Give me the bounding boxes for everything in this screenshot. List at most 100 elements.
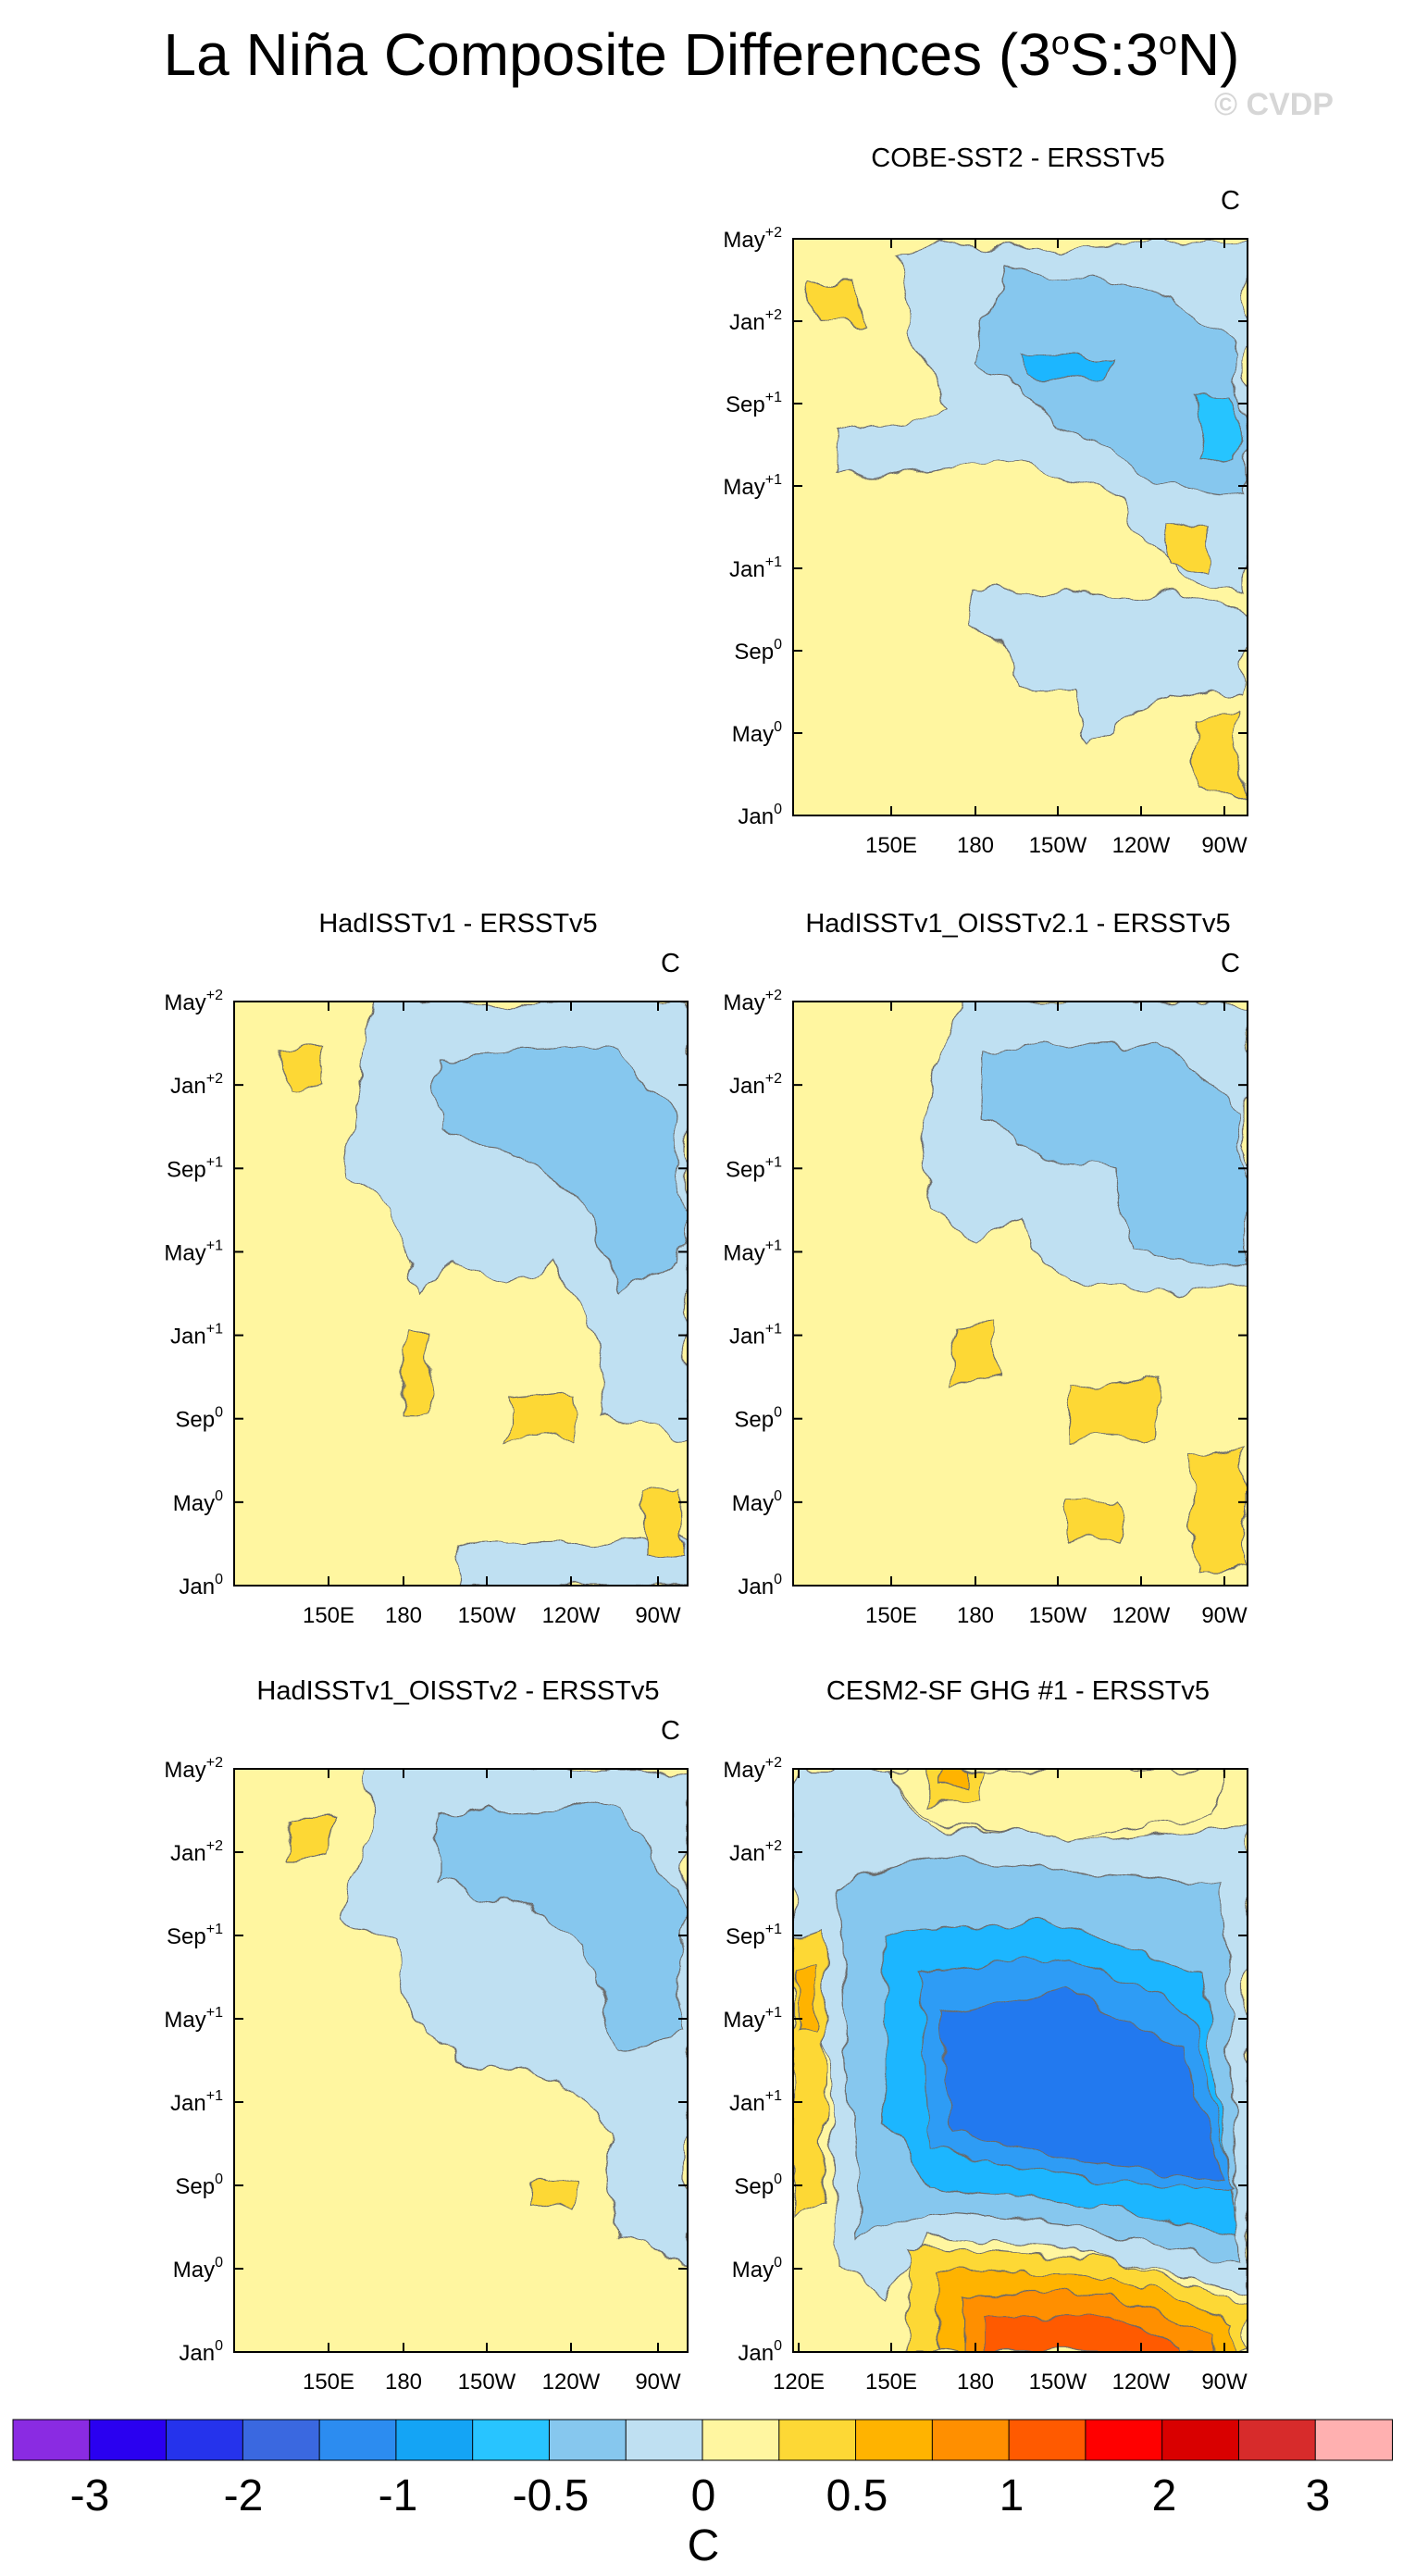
- x-tick-label: 150E: [303, 1603, 354, 1628]
- contour-region: [1192, 1444, 1244, 1569]
- x-tick-label: 120W: [542, 2370, 601, 2395]
- x-tick-label: 90W: [1201, 2370, 1248, 2395]
- panel-title: COBE-SST2 - ERSSTv5: [871, 143, 1164, 173]
- y-tick-label: Sep0: [734, 637, 782, 665]
- contour-region: [1065, 1380, 1158, 1440]
- colorbar-swatch: [625, 2419, 703, 2461]
- panel-title: HadISSTv1_OISSTv2 - ERSSTv5: [256, 1676, 659, 1706]
- y-tick-label: Sep0: [734, 2172, 782, 2199]
- y-tick-label: Sep0: [175, 1405, 223, 1433]
- panel-title: CESM2-SF GHG #1 - ERSSTv5: [826, 1676, 1210, 1706]
- y-tick-label: May0: [173, 2255, 223, 2283]
- y-tick-label: May+1: [723, 1238, 782, 1265]
- x-tick-label: 150E: [865, 2370, 917, 2395]
- contour-region: [983, 1041, 1244, 1265]
- plot-frame: [792, 1001, 1248, 1587]
- colorbar: -3 -2 -1 -0.5 0 0.5 1 2 3 C: [12, 2419, 1393, 2570]
- contour-region: [974, 267, 1244, 500]
- y-tick-label: Jan+1: [729, 2088, 782, 2116]
- y-tick-label: Jan+2: [170, 1071, 223, 1099]
- x-tick-label: 180: [957, 833, 994, 858]
- panel-units: C: [661, 949, 680, 978]
- y-tick-label: Jan0: [738, 1572, 782, 1599]
- contour-region: [405, 1327, 430, 1412]
- contour-fill: [793, 1769, 1248, 2352]
- colorbar-label: -0.5: [513, 2471, 590, 2520]
- y-tick-label: May0: [732, 1488, 782, 1516]
- colorbar-swatch: [855, 2419, 934, 2461]
- y-tick-label: Jan0: [738, 2338, 782, 2366]
- x-tick-label: 180: [957, 1603, 994, 1628]
- colorbar-swatch: [548, 2419, 627, 2461]
- contour-fill: [919, 1002, 1248, 1569]
- contour-region: [1065, 1503, 1122, 1540]
- y-tick-label: Jan0: [179, 2338, 223, 2366]
- y-tick-label: Sep+1: [726, 1154, 782, 1182]
- y-tick-label: Sep+1: [167, 1922, 223, 1949]
- colorbar-swatch: [12, 2419, 91, 2461]
- colorbar-label: -1: [379, 2471, 418, 2520]
- y-tick-label: May0: [732, 2255, 782, 2283]
- x-tick-label: 150E: [865, 833, 917, 858]
- y-tick-label: May+1: [164, 2005, 223, 2033]
- colorbar-units: C: [688, 2521, 720, 2570]
- colorbar-label: -3: [70, 2471, 110, 2520]
- y-tick-label: Jan+2: [729, 307, 782, 335]
- x-tick-label: 180: [385, 1603, 422, 1628]
- panel-2: HadISSTv1 - ERSSTv5 C Jan0 May0 Sep0 Jan+1 May…: [164, 909, 689, 1628]
- contour-fill: [288, 1769, 688, 2266]
- panel-units: C: [1221, 186, 1240, 216]
- contour-region: [964, 584, 1248, 748]
- colorbar-swatch: [89, 2419, 168, 2461]
- colorbar-label: 3: [1306, 2471, 1331, 2520]
- x-tick-label: 120W: [542, 1603, 601, 1628]
- page-title: La Niña Composite Differences (3oS:3oN): [0, 20, 1403, 89]
- colorbar-label: 0: [691, 2471, 716, 2520]
- contour-fill: [288, 1002, 688, 1586]
- plot-frame: [233, 1001, 689, 1587]
- colorbar-swatch: [1237, 2419, 1317, 2461]
- contour-region: [288, 1047, 326, 1090]
- contour-region: [641, 1485, 684, 1557]
- y-tick-label: Jan+1: [170, 1322, 223, 1350]
- watermark: © CVDP: [1214, 87, 1334, 122]
- y-tick-label: Jan+2: [170, 1838, 223, 1866]
- y-tick-label: May+2: [723, 225, 782, 253]
- x-tick-label: 120W: [1112, 833, 1171, 858]
- panel-title: HadISSTv1_OISSTv2.1 - ERSSTv5: [805, 909, 1230, 939]
- x-tick-label: 90W: [1201, 833, 1248, 858]
- colorbar-swatch: [395, 2419, 474, 2461]
- x-tick-label: 150W: [1029, 1603, 1087, 1628]
- colorbar-swatch: [1008, 2419, 1086, 2461]
- colorbar-swatch: [166, 2419, 244, 2461]
- contour-region: [937, 1769, 967, 1787]
- colorbar-label: 1: [999, 2471, 1024, 2520]
- plot-frame: [792, 238, 1248, 816]
- x-tick-label: 90W: [1201, 1603, 1248, 1628]
- x-tick-label: 90W: [635, 2370, 681, 2395]
- y-tick-label: May+2: [164, 1755, 223, 1783]
- x-tick-label: 150W: [1029, 2370, 1087, 2395]
- x-tick-label: 150W: [458, 1603, 516, 1628]
- panel-units: C: [661, 1716, 680, 1746]
- colorbar-swatch: [472, 2419, 551, 2461]
- contour-fill: [814, 239, 1248, 793]
- y-tick-label: Sep+1: [167, 1154, 223, 1182]
- title-degree: o: [1050, 23, 1070, 62]
- colorbar-swatch: [702, 2419, 780, 2461]
- panel-units: C: [1221, 949, 1240, 978]
- y-tick-label: Sep+1: [726, 1922, 782, 1949]
- x-tick-label: 180: [957, 2370, 994, 2395]
- y-tick-label: Sep0: [175, 2172, 223, 2199]
- colorbar-label: 0.5: [826, 2471, 888, 2520]
- contour-region: [505, 1392, 580, 1440]
- colorbar-swatch: [318, 2419, 397, 2461]
- y-tick-label: May+2: [164, 988, 223, 1015]
- y-tick-label: Sep0: [734, 1405, 782, 1433]
- colorbar-swatch: [778, 2419, 857, 2461]
- colorbar-label: -2: [224, 2471, 264, 2520]
- y-tick-label: May+2: [723, 988, 782, 1015]
- y-tick-label: May0: [732, 719, 782, 747]
